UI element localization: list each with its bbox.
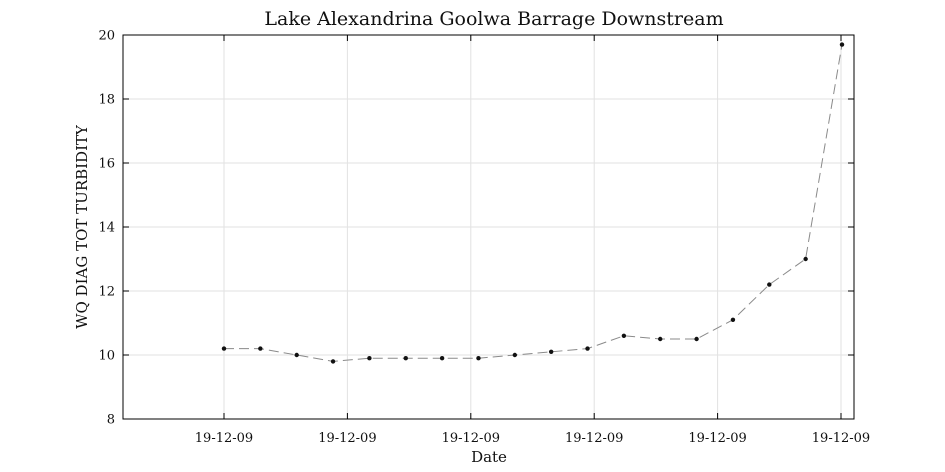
y-tick-label: 8 xyxy=(107,413,115,428)
data-point xyxy=(658,336,663,342)
series-group xyxy=(221,42,845,364)
y-tick-label: 16 xyxy=(98,157,115,172)
data-point xyxy=(621,333,627,338)
x-tick-label: 19-12-09 xyxy=(688,431,746,446)
data-point xyxy=(221,346,227,351)
x-tick-label: 19-12-09 xyxy=(318,431,376,446)
y-tick-label: 18 xyxy=(98,93,115,108)
data-point xyxy=(694,336,699,342)
series-line xyxy=(224,44,843,362)
y-axis-label: WQ DIAG TOT TURBIDITY xyxy=(73,124,91,329)
y-tick-label: 10 xyxy=(98,349,115,364)
x-tick-label: 19-12-09 xyxy=(442,431,500,446)
data-point xyxy=(767,282,772,287)
data-point xyxy=(839,42,845,47)
data-point xyxy=(548,349,554,354)
data-point xyxy=(439,356,445,361)
data-point xyxy=(585,346,590,351)
data-point xyxy=(294,352,299,358)
data-point xyxy=(803,256,808,262)
x-axis-label: Date xyxy=(471,448,507,466)
axis-ticks: 8 10 12 14 16 18 20 19-12-09 19-12-09 19-12-09 19-… xyxy=(98,29,870,447)
x-tick-label: 19-12-09 xyxy=(812,431,870,446)
y-tick-label: 20 xyxy=(98,29,115,44)
data-point xyxy=(403,356,408,361)
y-tick-label: 14 xyxy=(98,221,115,236)
data-point xyxy=(730,317,736,322)
chart-title: Lake Alexandrina Goolwa Barrage Downstre… xyxy=(264,8,723,30)
data-point xyxy=(512,352,518,358)
data-point xyxy=(476,356,481,361)
data-point xyxy=(258,346,263,351)
x-tick-label: 19-12-09 xyxy=(195,431,253,446)
data-point xyxy=(330,359,336,364)
x-tick-label: 19-12-09 xyxy=(565,431,623,446)
y-tick-label: 12 xyxy=(98,285,115,300)
grid xyxy=(123,34,854,420)
data-point xyxy=(367,356,372,361)
